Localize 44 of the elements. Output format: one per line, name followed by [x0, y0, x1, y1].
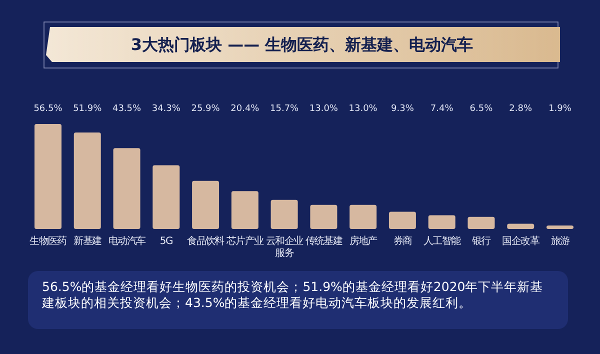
bar	[270, 200, 298, 229]
data-label: 13.0%	[348, 104, 378, 114]
x-tick-label: 电动汽车	[108, 235, 146, 247]
x-tick-label: 券商	[393, 235, 412, 247]
bar	[507, 224, 534, 229]
bar	[350, 204, 377, 229]
bar	[388, 212, 416, 229]
data-label: 56.5%	[34, 104, 63, 114]
data-label: 6.5%	[470, 104, 494, 114]
data-label: 2.8%	[509, 104, 532, 114]
x-tick-label: 房地产	[349, 235, 378, 247]
bar	[192, 180, 220, 229]
x-tick-label: 生物医药	[30, 235, 68, 247]
bar	[546, 225, 574, 229]
data-label: 51.9%	[73, 104, 102, 114]
x-tick-label: 旅游	[550, 235, 570, 247]
x-tick-label: 食品饮料	[187, 235, 225, 247]
bar	[310, 204, 338, 229]
x-tick-label: 银行	[471, 236, 492, 247]
data-label: 9.3%	[391, 104, 414, 114]
x-tick-label: 传统基建	[305, 235, 343, 247]
data-label: 7.4%	[430, 104, 454, 114]
data-label: 15.7%	[270, 104, 300, 114]
x-tick-label: 芯片产业	[226, 235, 264, 247]
data-label: 20.4%	[230, 104, 260, 114]
data-label: 43.5%	[112, 104, 142, 114]
x-tick-label: 国企改革	[502, 235, 540, 247]
x-tick-label: 人工智能	[423, 235, 462, 247]
bar	[113, 148, 140, 229]
data-label: 13.0%	[309, 104, 338, 114]
bar	[34, 124, 62, 229]
data-label: 1.9%	[548, 104, 572, 114]
bar	[152, 165, 180, 229]
x-tick-label: 5G	[160, 236, 172, 247]
chart-title: 3大热门板块 —— 生物医药、新基建、电动汽车	[130, 35, 474, 54]
bar	[468, 216, 495, 229]
x-tick-label: 新基建	[74, 235, 102, 247]
data-label: 34.3%	[152, 104, 181, 114]
bar	[74, 132, 101, 229]
data-label: 25.9%	[191, 104, 220, 114]
x-tick-label: 云和企业服务	[266, 235, 304, 259]
bar	[428, 215, 456, 229]
text: 56.5%的基金经理看好生物医药的投资机会；51.9%的基金经理看好2020年下半年新基建板块的相关投资机会；43.5%的基金经理看好电动汽车板块的发展红利。	[28, 271, 568, 329]
bar	[231, 191, 258, 229]
